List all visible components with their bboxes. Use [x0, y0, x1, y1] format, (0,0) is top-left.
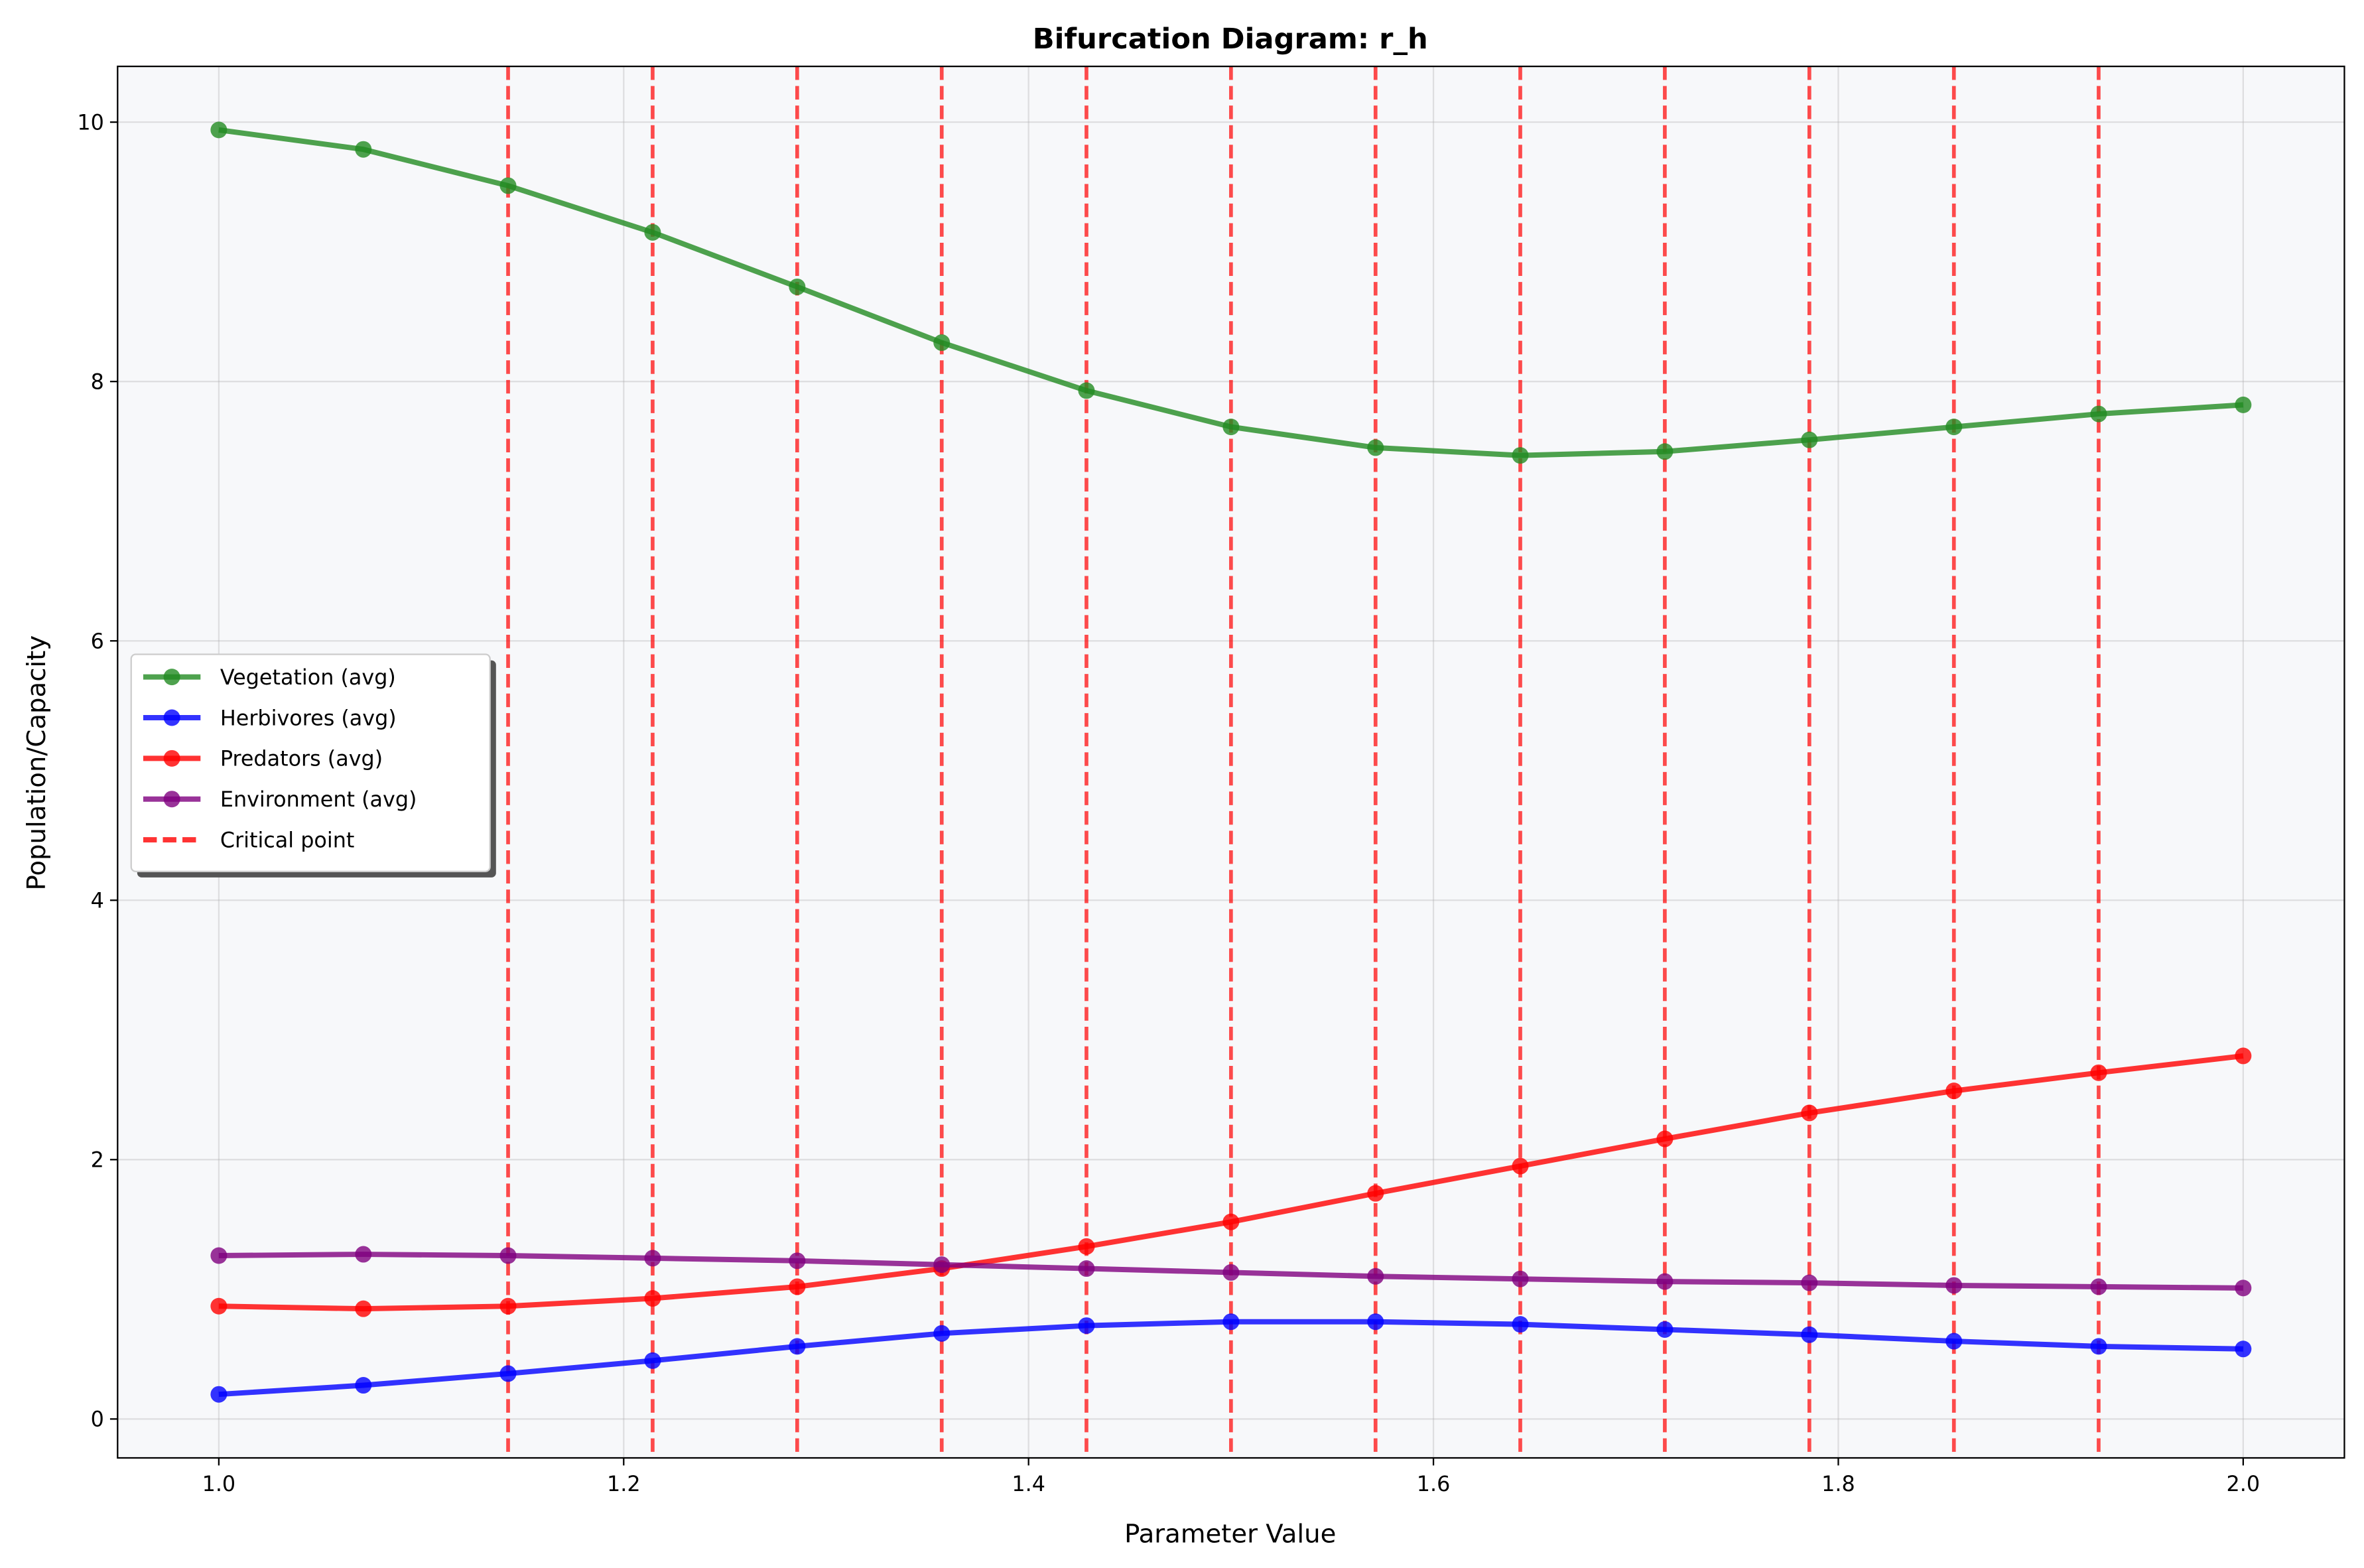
- y-tick-label: 8: [91, 369, 104, 395]
- data-point: [1367, 1185, 1384, 1202]
- data-point: [1222, 1313, 1240, 1331]
- data-point: [210, 1297, 228, 1315]
- legend-marker: [163, 750, 180, 767]
- legend-marker: [163, 669, 180, 686]
- data-point: [789, 278, 806, 295]
- series-lines: [210, 121, 2252, 1403]
- data-point: [1945, 1333, 1963, 1350]
- data-point: [499, 1297, 517, 1315]
- y-tick-label: 2: [91, 1147, 104, 1173]
- data-point: [1078, 1260, 1095, 1277]
- data-point: [1801, 1274, 1818, 1291]
- data-point: [355, 1246, 372, 1263]
- x-tick-label: 1.2: [607, 1471, 641, 1496]
- data-point: [644, 224, 661, 241]
- data-point: [1222, 419, 1240, 436]
- x-tick-label: 1.8: [1821, 1471, 1855, 1496]
- data-point: [1078, 1238, 1095, 1255]
- legend-box: [130, 653, 491, 872]
- data-point: [2235, 1047, 2252, 1065]
- data-point: [1222, 1264, 1240, 1281]
- x-axis-label: Parameter Value: [1124, 1519, 1336, 1549]
- data-point: [499, 1365, 517, 1382]
- data-point: [499, 1247, 517, 1264]
- data-point: [933, 334, 951, 352]
- chart-title: Bifurcation Diagram: r_h: [1033, 23, 1428, 56]
- data-point: [1078, 1317, 1095, 1335]
- legend-marker: [163, 791, 180, 808]
- data-point: [210, 1386, 228, 1403]
- data-point: [789, 1278, 806, 1295]
- legend: Vegetation (avg) Herbivores (avg) Predator…: [130, 653, 496, 878]
- legend-label: Vegetation (avg): [220, 665, 396, 690]
- y-tick-label: 4: [91, 888, 104, 913]
- data-point: [499, 177, 517, 194]
- legend-label: Predators (avg): [220, 746, 383, 771]
- data-point: [789, 1252, 806, 1270]
- data-point: [789, 1338, 806, 1355]
- data-point: [1512, 1316, 1529, 1333]
- data-point: [1367, 439, 1384, 456]
- data-point: [1801, 1326, 1818, 1343]
- ticks: 1.0 1.2 1.4 1.6 1.8 2.0 0 2 4 6 8 10: [77, 110, 2260, 1497]
- data-point: [2235, 1340, 2252, 1358]
- y-tick-label: 0: [91, 1407, 104, 1432]
- data-point: [644, 1352, 661, 1369]
- data-point: [933, 1256, 951, 1274]
- y-axis-label: Population/Capacity: [22, 635, 52, 891]
- data-point: [1945, 419, 1963, 436]
- data-point: [2090, 1278, 2107, 1295]
- x-tick-label: 1.6: [1417, 1471, 1451, 1496]
- data-point: [2090, 405, 2107, 423]
- legend-label: Environment (avg): [220, 787, 417, 812]
- data-point: [1222, 1213, 1240, 1230]
- legend-label: Herbivores (avg): [220, 705, 397, 730]
- data-point: [2235, 1279, 2252, 1297]
- data-point: [355, 141, 372, 158]
- data-point: [644, 1250, 661, 1267]
- x-tick-label: 1.0: [202, 1471, 236, 1496]
- data-point: [1512, 1270, 1529, 1287]
- data-point: [1656, 1273, 1674, 1290]
- legend-label: Critical point: [220, 827, 355, 852]
- y-tick-label: 10: [77, 110, 103, 135]
- data-point: [2235, 396, 2252, 413]
- data-point: [1656, 1321, 1674, 1338]
- data-point: [2090, 1338, 2107, 1355]
- data-point: [1078, 382, 1095, 399]
- data-point: [1656, 1130, 1674, 1147]
- data-point: [1367, 1268, 1384, 1285]
- data-point: [933, 1325, 951, 1342]
- x-tick-label: 1.4: [1012, 1471, 1045, 1496]
- data-point: [1656, 443, 1674, 460]
- data-point: [355, 1377, 372, 1394]
- data-point: [1801, 1104, 1818, 1122]
- data-point: [1512, 1157, 1529, 1175]
- data-point: [1512, 447, 1529, 464]
- plot-frame: [117, 65, 2345, 1459]
- data-point: [210, 1247, 228, 1264]
- data-point: [2090, 1064, 2107, 1081]
- legend-marker: [163, 709, 180, 726]
- data-point: [355, 1300, 372, 1317]
- y-tick-label: 6: [91, 629, 104, 654]
- data-point: [1945, 1277, 1963, 1294]
- x-tick-label: 2.0: [2227, 1471, 2261, 1496]
- data-point: [210, 121, 228, 139]
- data-point: [1801, 431, 1818, 448]
- data-point: [1945, 1082, 1963, 1100]
- data-point: [1367, 1313, 1384, 1331]
- data-point: [644, 1290, 661, 1307]
